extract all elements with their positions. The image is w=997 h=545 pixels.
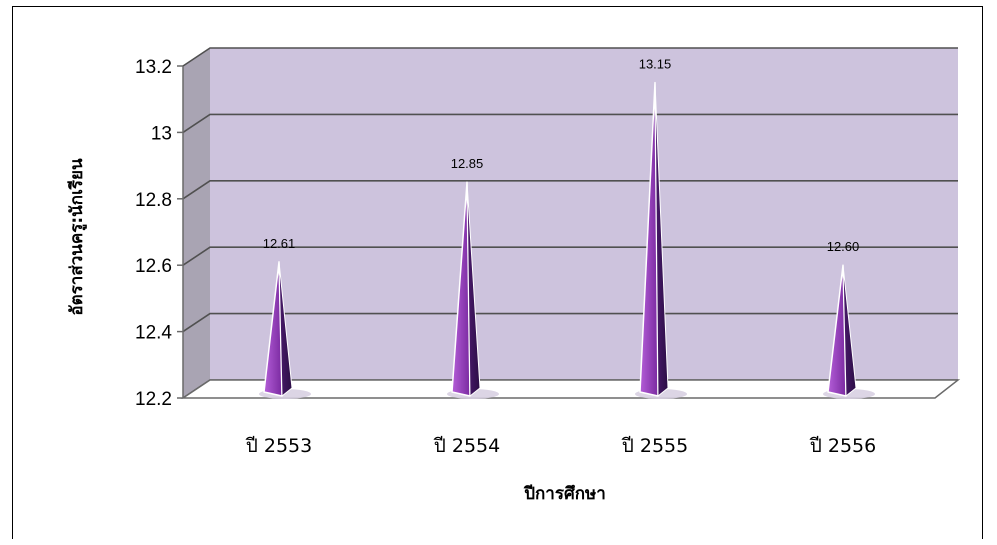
y-tick-label: 13.2	[135, 57, 172, 78]
y-axis-ticks: 12.2 12.4 12.6 12.8 13 13.2	[135, 57, 183, 410]
data-label: 12.61	[263, 236, 296, 251]
x-axis-ticks: ปี 2553 ปี 2554 ปี 2555 ปี 2556	[245, 435, 876, 457]
x-tick-label: ปี 2553	[245, 435, 312, 457]
x-tick-label: ปี 2554	[433, 435, 500, 457]
y-tick-label: 12.8	[135, 190, 172, 211]
y-tick-label: 12.2	[135, 389, 172, 410]
y-tick-label: 13	[151, 123, 172, 144]
side-wall	[183, 48, 210, 398]
y-tick-label: 12.6	[135, 256, 172, 277]
data-label: 12.60	[827, 239, 860, 254]
y-tick-label: 12.4	[135, 323, 172, 344]
x-axis-title: ปีการศึกษา	[523, 483, 605, 504]
data-label: 13.15	[639, 57, 672, 72]
y-axis-title: อัตราส่วนครู:นักเรียน	[66, 158, 88, 316]
x-tick-label: ปี 2556	[809, 435, 876, 457]
x-tick-label: ปี 2555	[621, 435, 688, 457]
data-label: 12.85	[451, 156, 484, 171]
